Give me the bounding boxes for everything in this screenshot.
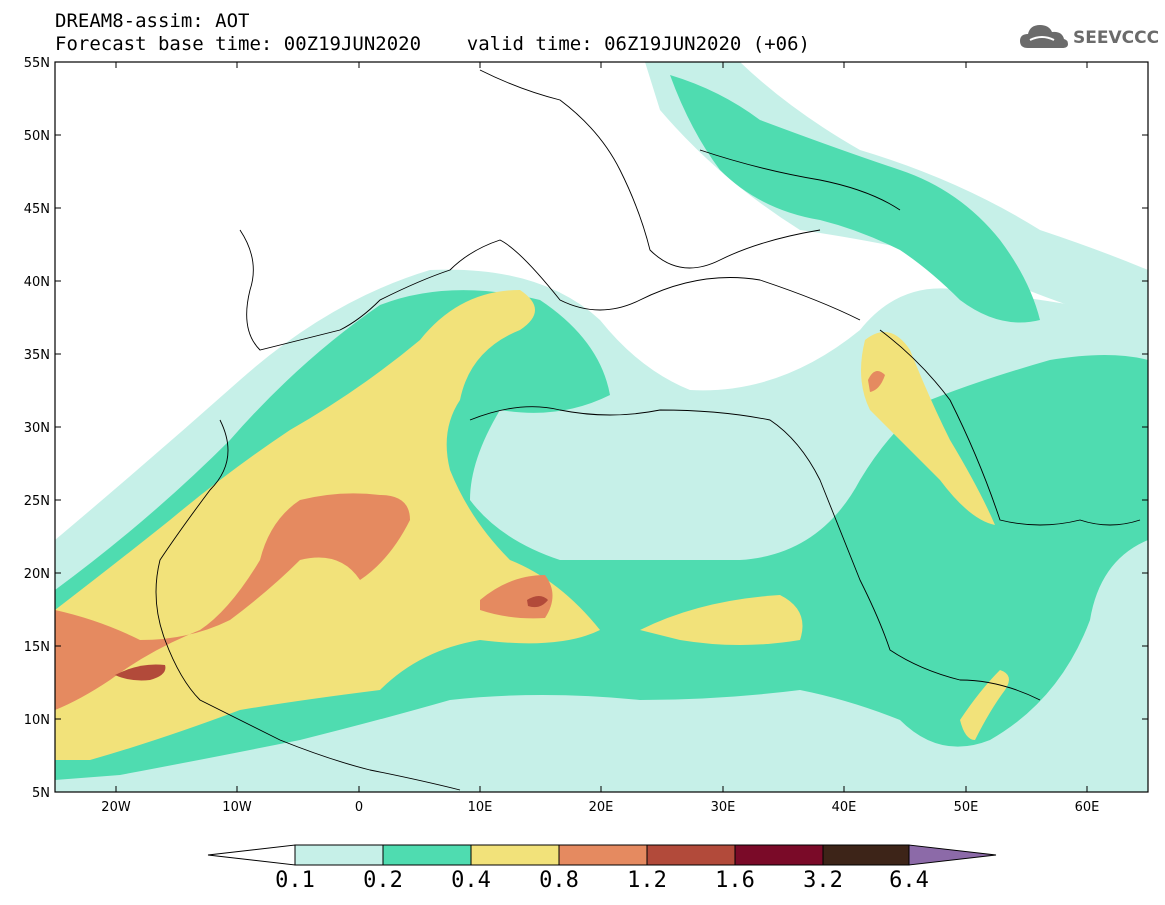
colorbar-label: 3.2 (803, 868, 843, 893)
lon-ticks (115, 62, 1088, 792)
aot-band-0-8-chad (480, 575, 553, 619)
lon-label: 20W (101, 800, 131, 815)
colorbar-bin (646, 844, 736, 866)
lon-label: 40E (832, 800, 857, 815)
colorbar-label: 0.4 (451, 868, 491, 893)
colorbar-bin (734, 844, 824, 866)
lat-label: 35N (24, 348, 50, 363)
lat-label: 25N (24, 494, 50, 509)
colorbar-bin (558, 844, 648, 866)
forecast-time-subtitle: Forecast base time: 00Z19JUN2020 valid t… (55, 33, 810, 55)
colorbar-bin (382, 844, 472, 866)
lat-ticks (55, 61, 1148, 793)
lon-label: 30E (711, 800, 736, 815)
lat-label: 50N (24, 129, 50, 144)
aot-band-1-2-chad (527, 596, 548, 608)
aot-band-0-4-east (640, 595, 803, 645)
lon-label: 60E (1075, 800, 1100, 815)
lat-label: 30N (24, 421, 50, 436)
lat-label: 10N (24, 713, 50, 728)
coastlines (155, 69, 1141, 791)
seevccc-logo: SEEVCCC (1018, 20, 1160, 60)
colorbar (207, 844, 997, 866)
colorbar-label: 0.8 (539, 868, 579, 893)
aot-band-0-4-somalia (960, 670, 1009, 740)
lat-label: 55N (24, 56, 50, 71)
colorbar-bin (822, 844, 910, 866)
colorbar-label: 0.1 (275, 868, 315, 893)
colorbar-bin (470, 844, 560, 866)
colorbar-over-arrow (908, 844, 997, 866)
colorbar-label: 1.2 (627, 868, 667, 893)
logo-text: SEEVCCC (1073, 28, 1160, 48)
colorbar-bin (294, 844, 384, 866)
aot-contour-fields (55, 62, 1148, 792)
lon-label: 20E (589, 800, 614, 815)
lon-labels: 20W 10W 0 10E 20E 30E 40E 50E 60E (101, 800, 1099, 815)
lat-label: 45N (24, 202, 50, 217)
lat-label: 15N (24, 640, 50, 655)
aot-band-1-2 (115, 664, 166, 681)
colorbar-under-arrow (207, 844, 296, 866)
lon-label: 0 (355, 800, 363, 815)
lon-label: 50E (954, 800, 979, 815)
aot-band-0-4-gulf (861, 332, 995, 525)
lat-labels: 55N 50N 45N 40N 35N 30N 25N 20N 15N 10N … (24, 56, 50, 801)
lat-label: 5N (32, 786, 50, 801)
aot-band-0-8 (55, 493, 410, 710)
cloud-icon (1020, 25, 1068, 48)
colorbar-label: 0.2 (363, 868, 403, 893)
lon-label: 10E (468, 800, 493, 815)
lon-label: 10W (222, 800, 252, 815)
map-title: DREAM8-assim: AOT (55, 10, 250, 32)
lat-label: 20N (24, 567, 50, 582)
colorbar-label: 6.4 (889, 868, 929, 893)
lat-label: 40N (24, 275, 50, 290)
aot-band-0-2-north (670, 75, 1040, 323)
colorbar-label: 1.6 (715, 868, 755, 893)
aot-band-0-8-iraq (868, 371, 885, 392)
